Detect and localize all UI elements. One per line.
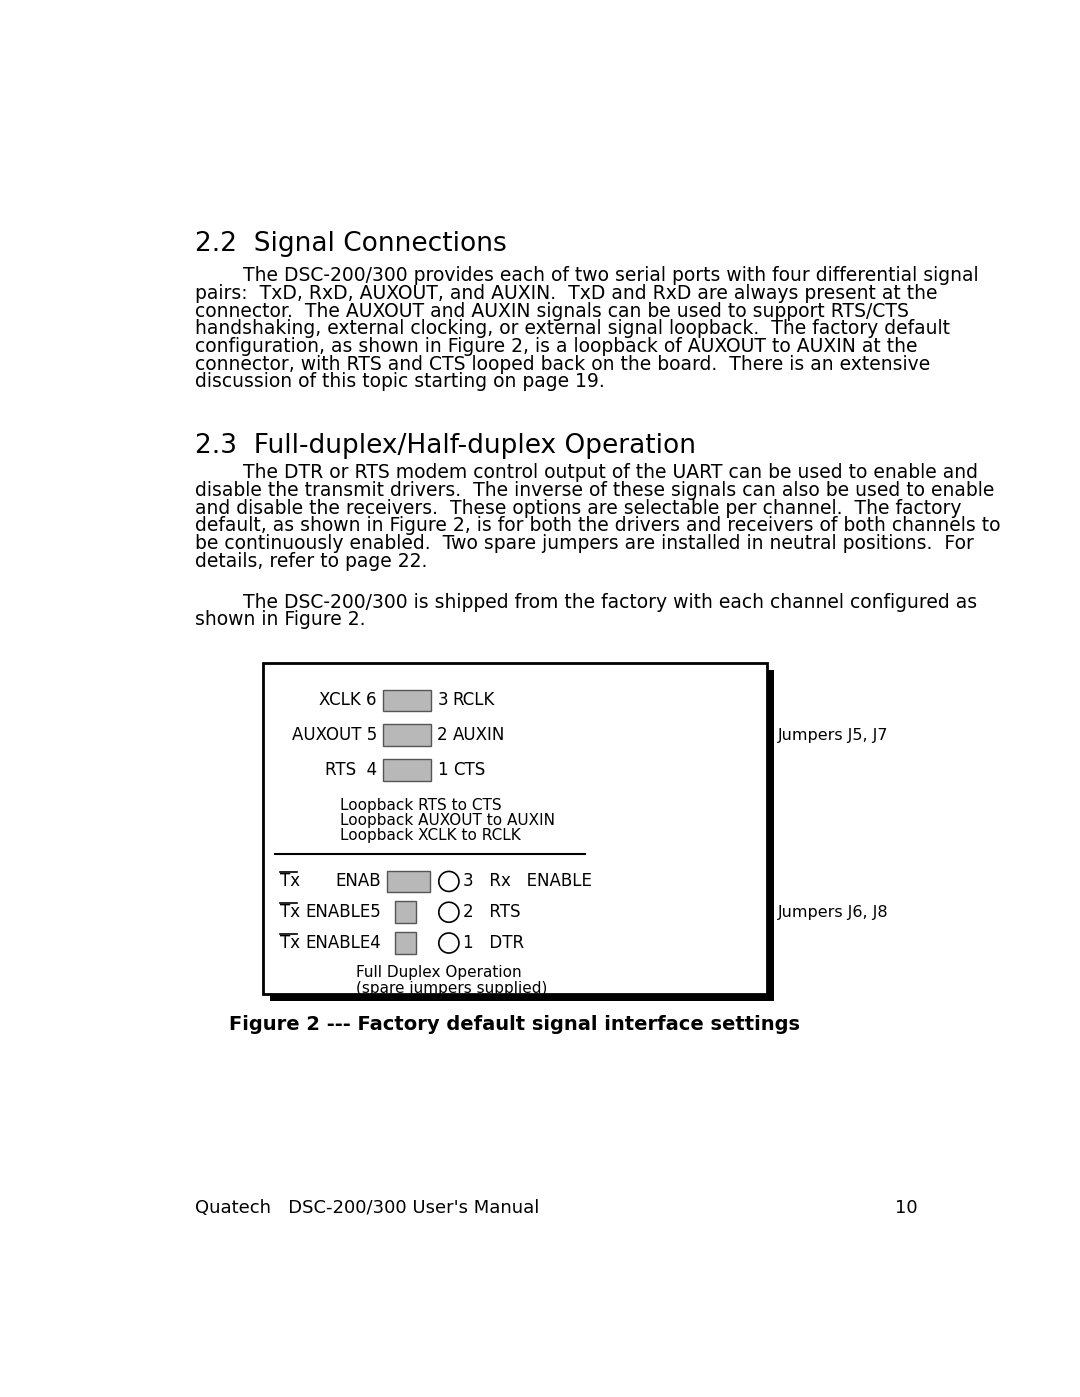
Bar (383, 690, 431, 711)
Text: 2.2  Signal Connections: 2.2 Signal Connections (195, 231, 508, 257)
Bar (262, 662, 767, 993)
Text: discussion of this topic starting on page 19.: discussion of this topic starting on pag… (195, 373, 605, 391)
Text: The DTR or RTS modem control output of the UART can be used to enable and: The DTR or RTS modem control output of t… (195, 464, 978, 482)
Text: configuration, as shown in Figure 2, is a loopback of AUXOUT to AUXIN at the: configuration, as shown in Figure 2, is … (195, 337, 918, 356)
Bar (383, 759, 431, 781)
Text: ENAB: ENAB (335, 873, 380, 890)
Text: 1: 1 (437, 761, 448, 778)
Bar (383, 725, 431, 746)
Text: Loopback AUXOUT to AUXIN: Loopback AUXOUT to AUXIN (340, 813, 555, 828)
Text: Loopback XCLK to RCLK: Loopback XCLK to RCLK (340, 828, 522, 844)
Text: The DSC-200/300 is shipped from the factory with each channel configured as: The DSC-200/300 is shipped from the fact… (195, 592, 977, 612)
Text: shown in Figure 2.: shown in Figure 2. (195, 610, 366, 630)
Text: connector.  The AUXOUT and AUXIN signals can be used to support RTS/CTS: connector. The AUXOUT and AUXIN signals … (195, 302, 909, 321)
Text: 2: 2 (437, 726, 448, 745)
Text: Loopback RTS to CTS: Loopback RTS to CTS (340, 798, 502, 813)
Text: XCLK 6: XCLK 6 (320, 692, 377, 710)
Text: details, refer to page 22.: details, refer to page 22. (195, 552, 428, 571)
Text: be continuously enabled.  Two spare jumpers are installed in neutral positions. : be continuously enabled. Two spare jumpe… (195, 534, 974, 553)
Text: AUXOUT 5: AUXOUT 5 (292, 726, 377, 745)
Text: pairs:  TxD, RxD, AUXOUT, and AUXIN.  TxD and RxD are always present at the: pairs: TxD, RxD, AUXOUT, and AUXIN. TxD … (195, 284, 937, 303)
Text: Full Duplex Operation: Full Duplex Operation (356, 965, 522, 981)
Text: Tx: Tx (280, 935, 300, 951)
Text: Tx: Tx (280, 873, 300, 890)
Circle shape (438, 902, 459, 922)
Text: 2.3  Full-duplex/Half-duplex Operation: 2.3 Full-duplex/Half-duplex Operation (195, 433, 697, 458)
Text: (spare jumpers supplied): (spare jumpers supplied) (356, 981, 548, 996)
Text: connector, with RTS and CTS looped back on the board.  There is an extensive: connector, with RTS and CTS looped back … (195, 355, 931, 374)
Text: Tx: Tx (280, 904, 300, 921)
Text: ENABLE5: ENABLE5 (305, 904, 380, 921)
Text: Figure 2 --- Factory default signal interface settings: Figure 2 --- Factory default signal inte… (229, 1016, 800, 1034)
Bar (394, 932, 416, 954)
Text: The DSC-200/300 provides each of two serial ports with four differential signal: The DSC-200/300 provides each of two ser… (195, 267, 980, 285)
Circle shape (438, 872, 459, 891)
Text: RTS  4: RTS 4 (325, 761, 377, 778)
Text: disable the transmit drivers.  The inverse of these signals can also be used to : disable the transmit drivers. The invers… (195, 481, 995, 500)
Text: 2   RTS: 2 RTS (463, 904, 521, 921)
Bar (270, 669, 773, 1000)
Text: default, as shown in Figure 2, is for both the drivers and receivers of both cha: default, as shown in Figure 2, is for bo… (195, 517, 1001, 535)
Text: Jumpers J6, J8: Jumpers J6, J8 (779, 905, 889, 919)
Text: ENABLE4: ENABLE4 (305, 935, 380, 951)
Text: AUXIN: AUXIN (453, 726, 505, 745)
Text: 10: 10 (895, 1200, 918, 1217)
Circle shape (438, 933, 459, 953)
Text: Quatech   DSC-200/300 User's Manual: Quatech DSC-200/300 User's Manual (195, 1200, 540, 1217)
Text: CTS: CTS (453, 761, 485, 778)
Text: Jumpers J5, J7: Jumpers J5, J7 (779, 728, 889, 743)
Text: RCLK: RCLK (453, 692, 495, 710)
Text: 3   Rx   ENABLE: 3 Rx ENABLE (463, 873, 592, 890)
Text: 1   DTR: 1 DTR (463, 935, 524, 951)
Bar (387, 870, 430, 893)
Text: handshaking, external clocking, or external signal loopback.  The factory defaul: handshaking, external clocking, or exter… (195, 320, 950, 338)
Text: 3: 3 (437, 692, 448, 710)
Bar (394, 901, 416, 923)
Text: and disable the receivers.  These options are selectable per channel.  The facto: and disable the receivers. These options… (195, 499, 962, 518)
